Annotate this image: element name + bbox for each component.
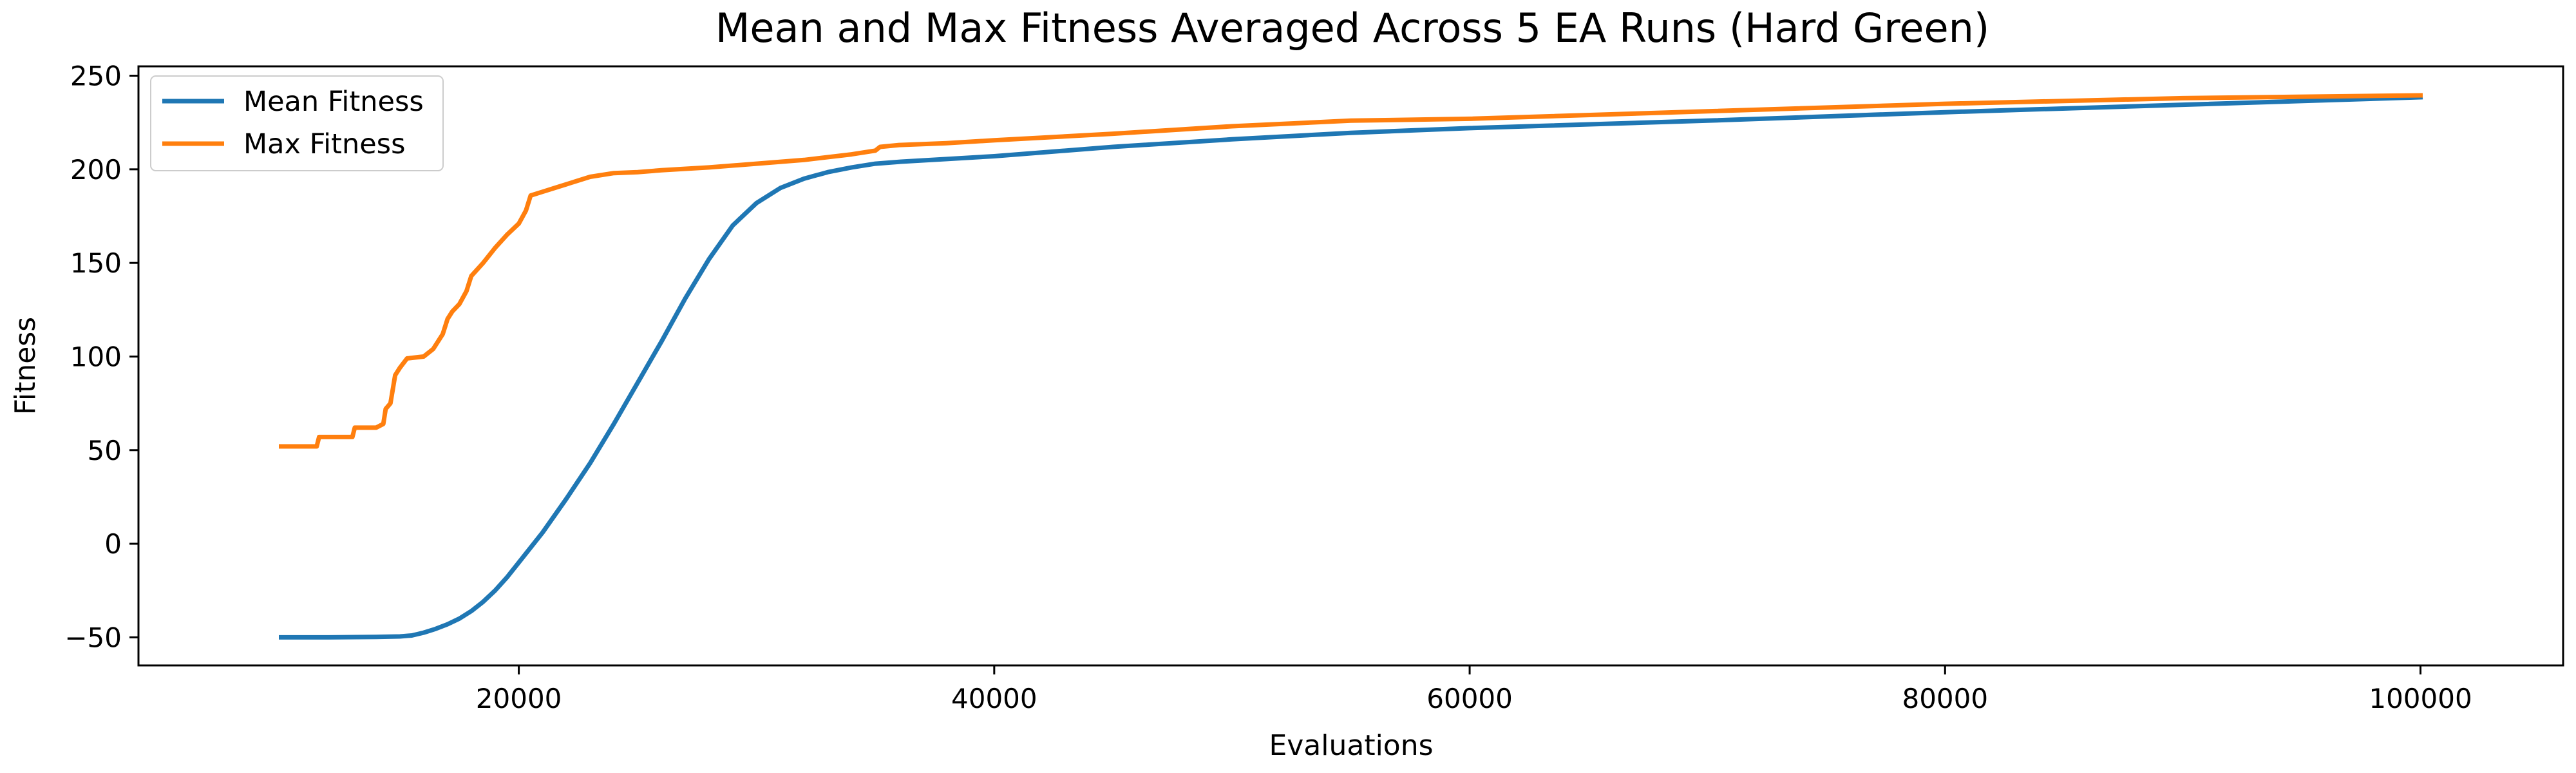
x-tick-label: 60000 xyxy=(1426,683,1513,714)
x-tick-label: 40000 xyxy=(951,683,1037,714)
y-tick-label: 200 xyxy=(70,154,122,186)
series-line-mean-fitness xyxy=(279,95,2423,640)
x-tick-label: 80000 xyxy=(1902,683,1988,714)
y-tick-label: 0 xyxy=(104,528,122,560)
y-tick-label: 250 xyxy=(70,61,122,92)
x-tick-label: 20000 xyxy=(476,683,562,714)
y-axis-ticks: −50 0 50 100 150 200 250 xyxy=(64,61,138,653)
x-axis-ticks: 20000 40000 60000 80000 100000 xyxy=(476,665,2472,714)
legend: Mean Fitness Max Fitness xyxy=(150,75,444,171)
plot-area-frame xyxy=(137,65,2564,667)
legend-label-mean-fitness: Mean Fitness xyxy=(243,86,424,118)
chart-title: Mean and Max Fitness Averaged Across 5 E… xyxy=(715,5,1989,52)
y-axis-label: Fitness xyxy=(9,317,42,415)
y-tick-label: 100 xyxy=(70,341,122,372)
series-line-max-fitness xyxy=(279,93,2423,449)
y-tick-label: 150 xyxy=(70,247,122,279)
plot-layer xyxy=(279,93,2423,640)
y-tick-label: 50 xyxy=(88,435,122,466)
y-tick-label: −50 xyxy=(64,622,122,653)
x-tick-label: 100000 xyxy=(2369,683,2472,714)
x-axis-label: Evaluations xyxy=(1269,729,1433,762)
legend-label-max-fitness: Max Fitness xyxy=(243,128,406,160)
